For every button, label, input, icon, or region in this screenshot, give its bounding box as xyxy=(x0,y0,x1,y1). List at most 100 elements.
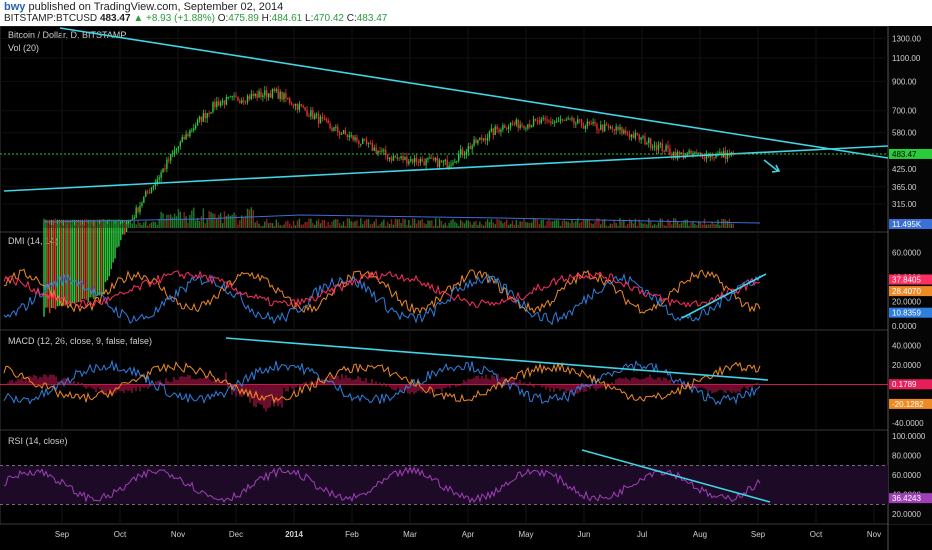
volume-bar xyxy=(319,223,322,228)
candle-body xyxy=(504,125,506,129)
candle-body xyxy=(244,101,247,103)
close-label: C: xyxy=(346,13,357,24)
volume-bar xyxy=(77,222,80,228)
candle-body xyxy=(58,219,61,306)
volume-bar xyxy=(337,219,339,228)
candle-body xyxy=(575,123,577,125)
volume-bar xyxy=(594,221,596,228)
candle-body xyxy=(143,196,145,203)
volume-bar xyxy=(582,218,585,228)
volume-bar xyxy=(638,219,640,228)
volume-bar xyxy=(698,221,700,228)
volume-bar xyxy=(49,224,51,228)
volume-bar xyxy=(500,220,502,228)
candle-body xyxy=(671,154,673,156)
volume-bar xyxy=(651,225,654,228)
volume-bar xyxy=(605,225,608,228)
volume-bar xyxy=(375,218,377,228)
volume-bar xyxy=(642,223,644,228)
candle-body xyxy=(227,96,230,98)
volume-bar xyxy=(674,218,677,228)
up-arrow-icon: ▲ xyxy=(133,13,144,24)
candle-body xyxy=(287,98,289,100)
x-tick-Sep: Sep xyxy=(751,530,766,539)
volume-bar xyxy=(394,218,397,228)
candle-body xyxy=(356,137,358,141)
volume-bar xyxy=(507,224,510,228)
volume-bar xyxy=(285,221,287,228)
volume-bar xyxy=(120,224,122,228)
volume-bar xyxy=(707,224,710,228)
candle-body xyxy=(421,159,423,162)
candle-body xyxy=(183,136,185,140)
lower-trendline xyxy=(3,145,889,192)
author-name[interactable]: bwy xyxy=(4,1,26,13)
rsi-tick-0: 100.0000 xyxy=(892,432,926,441)
volume-bar xyxy=(450,220,452,228)
candle-body xyxy=(465,152,468,155)
candle-body xyxy=(193,128,195,131)
volume-bar xyxy=(504,222,506,228)
candle-body xyxy=(269,93,272,98)
candle-body xyxy=(283,93,285,100)
volume-bar xyxy=(168,214,170,228)
candle-body xyxy=(507,126,510,129)
volume-bar xyxy=(586,218,589,228)
candle-body xyxy=(296,103,299,110)
macd-label: MACD (12, 26, close, 9, false, false) xyxy=(8,336,153,346)
candle-body xyxy=(246,95,249,103)
candle-body xyxy=(661,143,663,151)
volume-bar xyxy=(398,219,400,228)
candle-body xyxy=(546,119,548,121)
candle-body xyxy=(329,123,331,129)
chart-canvas[interactable]: Sep Oct Nov Dec 2014 Feb Mar Apr May Jun Jul Aug Sep… xyxy=(0,26,932,550)
candle-body xyxy=(515,119,518,125)
candle-body xyxy=(408,161,410,164)
candle-body xyxy=(365,139,368,144)
macd-tag-text-0: 0.1789 xyxy=(892,380,917,389)
candle-body xyxy=(540,119,542,124)
candle-body xyxy=(410,159,412,162)
rsi-tag-text: 36.4243 xyxy=(892,494,921,503)
volume-bar xyxy=(680,222,683,228)
volume-bar xyxy=(102,219,105,228)
dmi-tag-text-2: 10.8359 xyxy=(892,309,921,318)
candle-body xyxy=(555,121,558,123)
upper-trendline xyxy=(59,27,889,159)
candle-body xyxy=(337,126,339,133)
x-tick-Jun: Jun xyxy=(578,530,591,539)
x-tick-Sep: Sep xyxy=(55,530,70,539)
volume-bar xyxy=(728,219,731,228)
volume-bar xyxy=(171,217,174,228)
volume-bar xyxy=(555,219,558,228)
volume-bar xyxy=(715,224,717,228)
volume-bar xyxy=(532,218,535,228)
candle-body xyxy=(448,165,450,169)
candle-body xyxy=(386,155,389,160)
low-value: 470.42 xyxy=(313,13,344,24)
candle-body xyxy=(135,207,137,218)
volume-bar xyxy=(95,219,97,228)
volume-bar xyxy=(575,220,577,228)
volume-bar xyxy=(452,218,454,228)
volume-bar xyxy=(502,223,504,228)
volume-bar xyxy=(302,224,304,228)
last-price: 483.47 xyxy=(99,13,131,24)
volume-bar xyxy=(104,219,107,228)
candle-body xyxy=(367,142,370,144)
candle-body xyxy=(85,219,87,300)
dmi-tag-0 xyxy=(889,274,932,285)
candle-body xyxy=(498,129,500,132)
volume-bar xyxy=(204,223,206,228)
volume-bar xyxy=(271,223,274,228)
candle-body xyxy=(114,219,116,259)
volume-bar xyxy=(663,225,665,228)
candle-body xyxy=(552,122,554,124)
volume-bar xyxy=(511,220,514,228)
volume-bar xyxy=(219,212,222,228)
volume-bar xyxy=(406,225,408,228)
volume-bar xyxy=(584,219,587,228)
candle-body xyxy=(340,133,343,135)
candle-body xyxy=(475,139,477,144)
volume-bar xyxy=(154,222,157,228)
